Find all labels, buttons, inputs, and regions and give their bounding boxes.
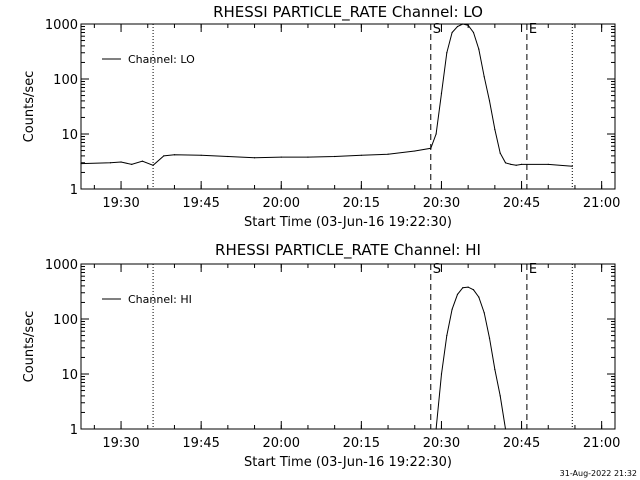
chart0-data-point — [504, 162, 507, 164]
chart0-data-point — [515, 164, 517, 166]
chart1-data-point — [483, 312, 485, 314]
chart1-data-point — [467, 286, 469, 288]
chart1-x-tick-label: 20:15 — [343, 436, 380, 451]
chart-panel-hi: RHESSI PARTICLE_RATE Channel: HI 1 10 100 10… — [22, 241, 620, 470]
chart0-y-tick-label: 1 — [70, 183, 78, 198]
chart0-data-point — [109, 162, 111, 164]
chart1-x-tick-label: 19:45 — [182, 436, 219, 451]
chart0-data-point — [227, 155, 229, 158]
chart0-data-point — [80, 162, 82, 165]
chart0-data-point — [414, 150, 416, 152]
chart1-x-tick-label: 21:00 — [583, 436, 620, 451]
chart0-y-tick-label: 10 — [61, 128, 78, 143]
chart0-data-point — [488, 100, 491, 102]
chart0-x-tick-label: 21:00 — [583, 196, 620, 211]
chart1-data-point — [472, 289, 475, 291]
chart1-data-point — [462, 287, 464, 289]
chart1-data-point — [499, 395, 501, 397]
chart0-x-tick-label: 20:30 — [423, 196, 460, 211]
timestamp-label: 31-Aug-2022 21:32 — [560, 469, 637, 478]
chart0-marker-s-label: S — [433, 22, 441, 37]
chart0-x-axis-label: Start Time (03-Jun-16 19:22:30) — [244, 215, 452, 230]
chart1-y-tick-label: 1 — [70, 423, 78, 438]
chart0-data-point — [120, 161, 122, 163]
chart1-data-point — [446, 334, 448, 337]
chart1-x-axis-label: Start Time (03-Jun-16 19:22:30) — [244, 455, 452, 470]
chart0-data-point — [131, 163, 133, 166]
chart0-data-point — [520, 163, 523, 166]
chart1-data-point — [435, 428, 437, 430]
chart1-data-point — [440, 373, 443, 375]
chart0-data-point — [483, 76, 485, 78]
chart1-x-tick-label: 19:30 — [102, 436, 139, 451]
chart1-x-tick-label: 20:45 — [503, 436, 540, 451]
chart0-data-point — [494, 129, 496, 131]
chart0-data-point — [451, 31, 453, 34]
chart1-data-point — [504, 428, 507, 430]
chart0-data-point — [280, 156, 282, 158]
chart1-marker-s-label: S — [433, 262, 441, 277]
chart0-data-point — [253, 157, 256, 159]
chart0-data-point — [200, 154, 202, 156]
chart1-legend-label: Channel: HI — [128, 293, 192, 306]
chart0-data-point — [334, 155, 336, 158]
chart1-y-tick-label: 1000 — [45, 258, 78, 273]
chart0-data-point — [440, 92, 443, 94]
chart1-series-line — [435, 286, 506, 430]
chart0-data-point — [387, 153, 389, 155]
chart1-plot-frame — [80, 263, 616, 430]
chart0-data-point — [571, 165, 573, 167]
chart0-data-point — [456, 25, 459, 28]
chart0-y-tick-label: 100 — [53, 73, 78, 88]
chart0-x-tick-label: 20:45 — [503, 196, 540, 211]
chart0-data-point — [163, 155, 165, 157]
chart0-y-tick-label: 1000 — [45, 18, 78, 33]
chart0-data-point — [510, 163, 512, 166]
chart1-data-point — [488, 337, 491, 339]
chart1-marker-e-label: E — [529, 262, 537, 277]
chart0-data-point — [547, 163, 549, 166]
chart0-x-tick-label: 20:00 — [263, 196, 300, 211]
chart0-series-line — [80, 23, 573, 167]
chart0-data-point — [478, 48, 480, 50]
chart0-x-tick-label: 19:45 — [182, 196, 219, 211]
chart0-data-point — [462, 23, 464, 25]
chart1-y-tick-label: 10 — [61, 368, 78, 383]
chart0-title: RHESSI PARTICLE_RATE Channel: LO — [213, 3, 483, 22]
chart0-y-axis-label: Counts/sec — [22, 71, 37, 143]
chart0-marker-e-label: E — [529, 22, 537, 37]
chart1-x-tick-label: 20:30 — [423, 436, 460, 451]
chart1-y-tick-label: 100 — [53, 313, 78, 328]
chart1-data-point — [451, 308, 453, 310]
chart0-data-point — [430, 147, 432, 149]
chart0-data-point — [467, 24, 469, 26]
chart1-x-tick-label: 20:00 — [263, 436, 300, 451]
chart0-data-point — [435, 133, 437, 135]
chart1-data-point — [494, 369, 496, 371]
chart1-data-point — [478, 296, 480, 298]
chart0-legend-label: Channel: LO — [128, 53, 195, 66]
chart0-x-tick-label: 20:15 — [343, 196, 380, 211]
chart-panel-lo: RHESSI PARTICLE_RATE Channel: LO 1 10 100 10… — [22, 3, 620, 230]
chart0-x-tick-label: 19:30 — [102, 196, 139, 211]
chart0-data-point — [307, 156, 309, 158]
chart0-data-point — [360, 154, 362, 156]
chart0-data-point — [472, 31, 475, 34]
chart1-data-point — [456, 293, 459, 296]
chart0-data-point — [499, 152, 501, 154]
chart0-data-point — [173, 154, 176, 156]
chart1-y-axis-label: Counts/sec — [22, 311, 37, 383]
chart0-data-point — [446, 52, 448, 54]
chart1-title: RHESSI PARTICLE_RATE Channel: HI — [215, 241, 481, 260]
chart0-data-point — [152, 164, 154, 166]
chart0-data-point — [141, 160, 144, 162]
chart0-plot-frame — [80, 23, 616, 190]
